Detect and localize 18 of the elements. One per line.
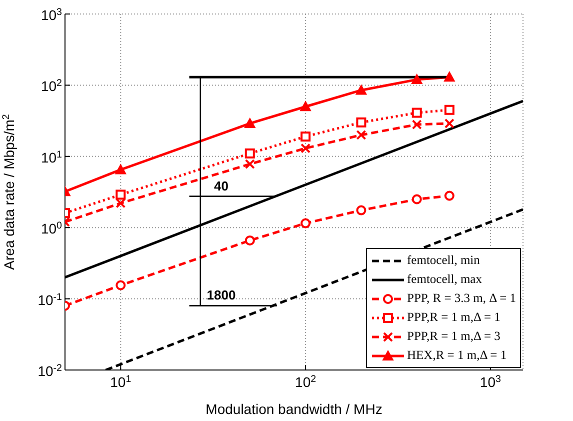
legend-label: PPP, R = 3.3 m, Δ = 1	[407, 290, 516, 307]
y-tick-label: 10$^{-2}$	[38, 362, 62, 379]
y-tick-label: 10$^{-1}$	[38, 291, 62, 308]
x-tick-label: 10$^{1}$	[110, 374, 132, 390]
annotation: 40	[214, 178, 228, 194]
legend-label: PPP,R = 1 m,Δ = 1	[407, 309, 500, 326]
y-tick-label: 10$^{3}$	[40, 6, 63, 23]
legend-label: HEX,R = 1 m,Δ = 1	[407, 347, 507, 364]
x-tick-label: 10$^{2}$	[295, 374, 316, 390]
y-tick-label: 10$^{0}$	[40, 220, 63, 237]
legend-label: PPP,R = 1 m,Δ = 3	[407, 328, 500, 345]
y-tick-label: 10$^{1}$	[40, 148, 62, 166]
legend-label: femtocell, max	[407, 271, 482, 288]
y-tick-label: 10$^{2}$	[40, 78, 62, 94]
x-tick-label: 10$^{3}$	[480, 374, 502, 390]
legend-label: femtocell, min	[407, 252, 480, 269]
x-axis-title: Modulation bandwidth / MHz	[206, 401, 382, 417]
annotation: 1800	[206, 288, 236, 303]
